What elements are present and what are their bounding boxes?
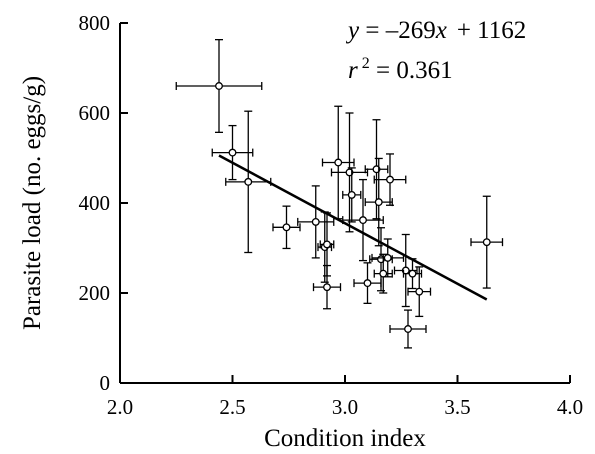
y-ticks: 0 200 400 600 800	[79, 11, 128, 395]
point-marker	[482, 238, 491, 247]
data-point	[373, 153, 407, 206]
point-marker	[323, 240, 331, 249]
x-axis-label: Condition index	[264, 425, 426, 452]
point-marker	[374, 198, 383, 207]
data-point	[342, 167, 362, 223]
point-marker	[215, 82, 223, 90]
data-point	[330, 112, 369, 233]
data-point	[470, 195, 504, 289]
point-marker	[334, 158, 343, 167]
data-point	[407, 266, 432, 318]
x-tick-label: 2.0	[107, 395, 133, 419]
data-point	[211, 124, 254, 181]
point-marker	[282, 223, 291, 232]
regression-line	[218, 154, 488, 301]
y-tick-label: 800	[79, 11, 111, 35]
y-tick-label: 400	[79, 191, 111, 215]
y-tick-label: 200	[79, 281, 111, 305]
point-marker	[244, 177, 253, 186]
data-point	[272, 205, 301, 250]
data-point	[389, 309, 427, 349]
point-marker	[386, 175, 394, 184]
y-axis-label: Parasite load (no. eggs/g)	[19, 76, 46, 330]
x-tick-label: 4.0	[557, 395, 583, 419]
point-marker	[379, 269, 388, 278]
data-point	[364, 157, 393, 247]
data-point	[371, 238, 405, 278]
data-points	[175, 39, 504, 349]
data-point	[402, 258, 423, 290]
x-tick-label: 3.0	[332, 395, 358, 419]
x-tick-label: 3.5	[444, 395, 470, 419]
data-point	[373, 253, 393, 294]
point-marker	[383, 253, 392, 262]
x-ticks: 2.0 2.5 3.0 3.5 4.0	[107, 375, 583, 419]
point-marker	[347, 190, 356, 199]
point-marker	[359, 216, 367, 225]
data-point	[175, 39, 263, 134]
y-tick-label: 600	[79, 101, 111, 125]
data-point	[342, 178, 384, 262]
point-marker	[404, 325, 412, 333]
y-tick-label: 0	[100, 371, 111, 395]
x-tick-label: 2.5	[219, 395, 245, 419]
point-marker	[408, 269, 417, 278]
point-marker	[415, 287, 424, 296]
point-marker	[311, 217, 320, 226]
data-point	[297, 185, 335, 259]
point-marker	[323, 283, 331, 292]
data-point	[312, 264, 342, 310]
point-marker	[228, 148, 237, 157]
data-point	[225, 110, 272, 254]
data-point	[321, 105, 355, 220]
data-point	[353, 262, 382, 305]
regression-equation: y = –269x + 1162	[345, 17, 526, 44]
point-marker	[363, 279, 372, 288]
